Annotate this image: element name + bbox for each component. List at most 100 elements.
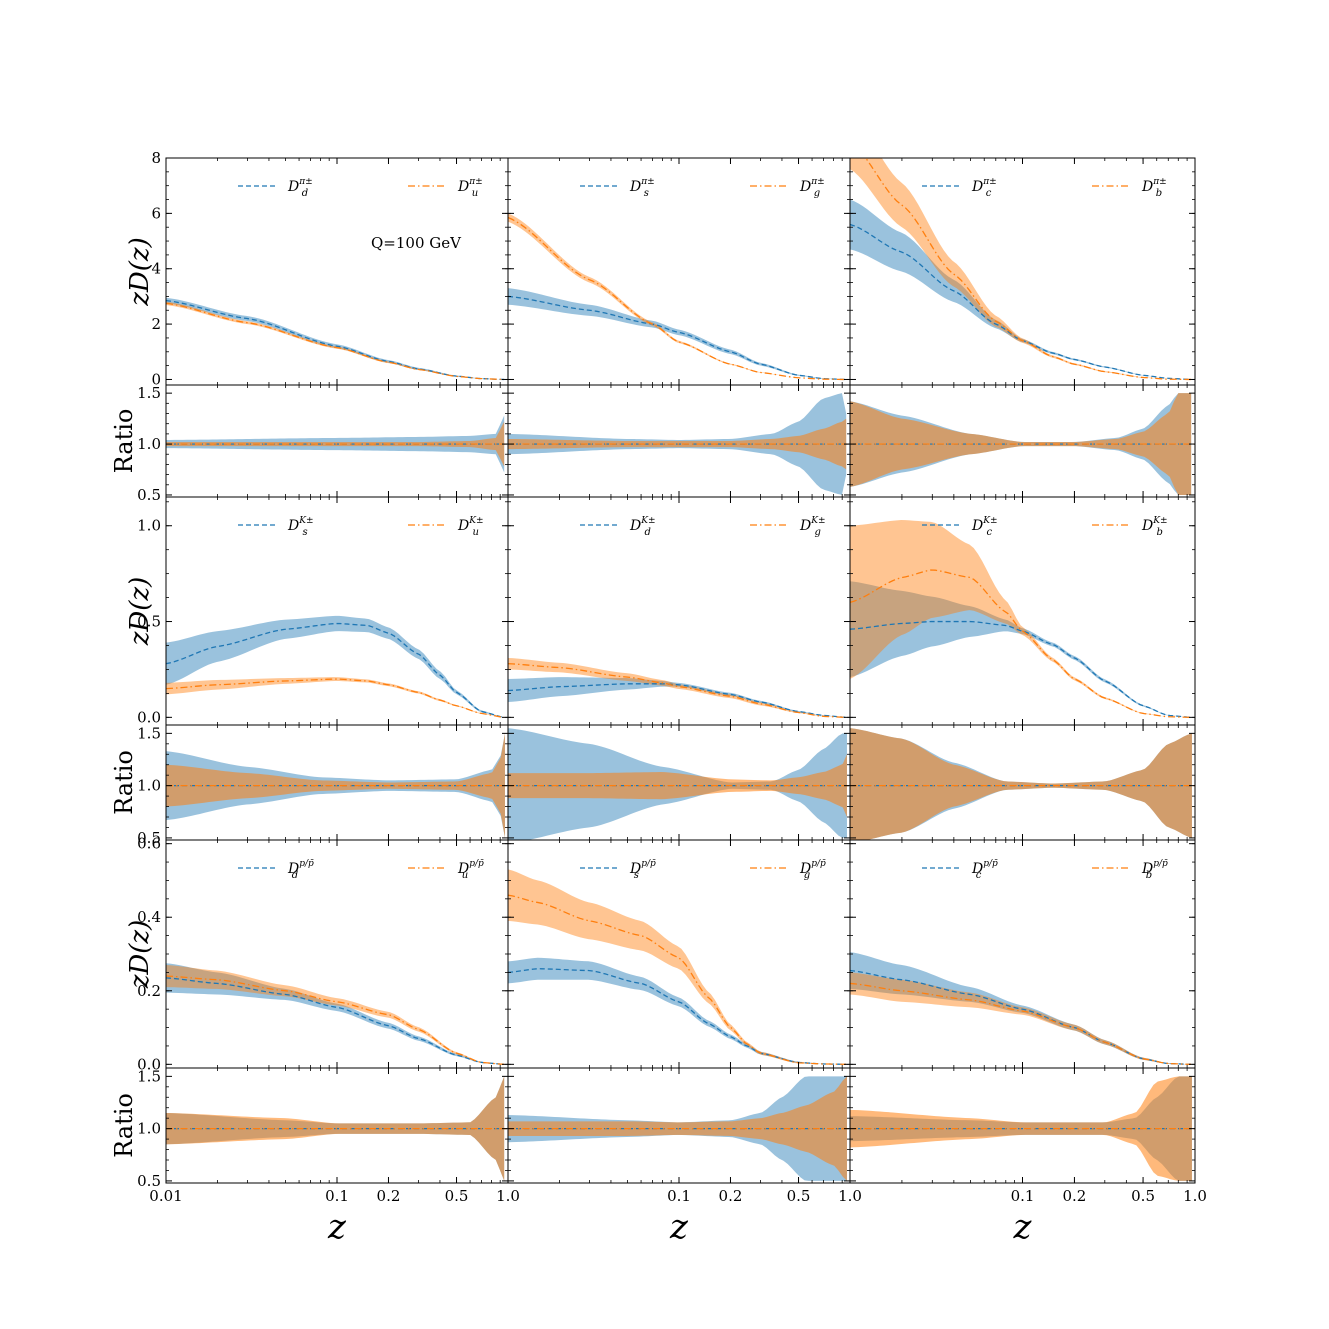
x-tick-label: 0.1 <box>667 1187 691 1205</box>
legend-entry: Dπ± d <box>287 177 313 199</box>
text-labels: 0 2 4 6 8 0.5 1.0 1.5 Dπ± d Dπ± u Q=100 GeV Dπ± s Dπ± g D… <box>110 149 1207 1247</box>
band-r0-c0-s0 <box>166 297 505 380</box>
y-tick-label: 6 <box>151 204 161 222</box>
x-tick-label: 0.5 <box>787 1187 811 1205</box>
ylabel-ratio: Ratio <box>110 409 138 474</box>
line-r0-c0-s1 <box>166 302 505 381</box>
x-tick-label: 0.01 <box>149 1187 182 1205</box>
legend-entry: Dp/p̄ c <box>971 859 998 881</box>
line-r0-c0-s0 <box>166 299 505 381</box>
legend-entry: DK± g <box>799 516 826 538</box>
y-tick-label: 0.0 <box>137 708 161 726</box>
band-r1-c0-s0 <box>166 615 505 718</box>
band-r0-c1-s0 <box>508 288 847 380</box>
line-r1-c1-s1 <box>508 663 847 718</box>
legend-entry: Dπ± g <box>799 177 825 199</box>
band-r2-c2-s0 <box>850 952 1192 1065</box>
ratio-tick-label: 1.5 <box>137 1067 161 1085</box>
line-r0-c2-s1 <box>864 158 1192 381</box>
x-tick-label: 0.1 <box>1011 1187 1035 1205</box>
ratio-tick-label: 1.0 <box>137 1120 161 1138</box>
band-r2-c1-s1 <box>508 869 847 1065</box>
ylabel-main: zD(z) <box>125 237 155 307</box>
legend-entry: DK± s <box>287 516 314 538</box>
band-r0-c2-s1 <box>850 158 1192 380</box>
line-r0-c1-s1 <box>508 216 847 381</box>
band-r2-c1-s0 <box>508 957 847 1065</box>
ratio-tick-label: 1.0 <box>137 435 161 453</box>
legend-entry: Dπ± b <box>1141 177 1167 199</box>
xlabel: z <box>1013 1207 1033 1247</box>
line-r1-c1-s0 <box>508 683 847 718</box>
y-tick-label: 0.4 <box>137 908 161 926</box>
band-r1-c1-s0 <box>508 677 847 718</box>
legend-entry: Dp/p̄ g <box>799 859 826 881</box>
x-tick-label: 0.2 <box>377 1187 401 1205</box>
xlabel: z <box>327 1207 347 1247</box>
x-tick-label: 0.5 <box>1131 1187 1155 1205</box>
line-r1-c0-s0 <box>166 622 505 718</box>
y-tick-label: 0.6 <box>137 835 161 853</box>
y-tick-label: 0.5 <box>137 613 161 631</box>
band-r0-c0-s1 <box>166 301 505 380</box>
x-tick-label: 1.0 <box>496 1187 520 1205</box>
band-r1-c0-s1 <box>166 677 505 718</box>
xlabel: z <box>669 1207 689 1247</box>
y-tick-label: 8 <box>151 149 161 167</box>
ylabel-ratio: Ratio <box>110 750 138 815</box>
line-r2-c0-s1 <box>166 975 505 1065</box>
frame-main-r2-c0 <box>165 839 509 1069</box>
band-r2-c2-s1 <box>850 972 1192 1065</box>
ratio-band-r1-c2-1 <box>850 728 1192 840</box>
frame-main-r0-c1 <box>507 157 851 386</box>
line-r2-c2-s1 <box>850 982 1192 1065</box>
frame-main-r0-c0 <box>165 157 509 386</box>
legend-entry: Dp/p̄ s <box>629 859 656 881</box>
legend-entry: Dπ± u <box>457 177 483 199</box>
ylabel-main: zD(z) <box>125 577 155 647</box>
y-tick-label: 4 <box>151 260 161 278</box>
central-lines <box>166 158 1195 1130</box>
x-tick-label: 0.1 <box>325 1187 349 1205</box>
y-tick-label: 0.0 <box>137 1055 161 1073</box>
q-annotation: Q=100 GeV <box>371 234 462 252</box>
x-tick-label: 0.2 <box>1062 1187 1086 1205</box>
ratio-tick-label: 1.5 <box>137 724 161 742</box>
line-r2-c0-s0 <box>166 977 505 1065</box>
legend-entry: Dp/p̄ u <box>457 859 484 881</box>
ylabel-ratio: Ratio <box>110 1093 138 1158</box>
x-tick-label: 1.0 <box>1183 1187 1207 1205</box>
panel-frames <box>165 157 1196 1184</box>
uncertainty-bands <box>166 158 1192 1181</box>
ratio-tick-label: 0.5 <box>137 486 161 504</box>
x-tick-label: 0.5 <box>445 1187 469 1205</box>
band-r1-c2-s1 <box>850 520 1192 718</box>
ratio-tick-label: 0.5 <box>137 829 161 847</box>
y-tick-label: 2 <box>151 315 161 333</box>
band-r1-c1-s1 <box>508 657 847 718</box>
line-r0-c2-s0 <box>850 223 1192 381</box>
line-r1-c2-s0 <box>850 620 1192 718</box>
ratio-tick-label: 1.0 <box>137 777 161 795</box>
legend-entry: Dp/p̄ d <box>287 859 314 881</box>
axis-ticks <box>165 157 1196 1183</box>
legend-entry: DK± b <box>1141 516 1168 538</box>
y-tick-label: 1.0 <box>137 517 161 535</box>
legend-entry: DK± u <box>457 516 484 538</box>
legend-entry: Dp/p̄ b <box>1141 859 1168 881</box>
ylabel-main: zD(z) <box>125 920 155 990</box>
line-r0-c1-s0 <box>508 295 847 381</box>
line-r1-c2-s1 <box>850 569 1192 718</box>
legend-entry: DK± c <box>971 516 998 538</box>
band-r2-c0-s1 <box>166 965 505 1065</box>
band-r1-c2-s0 <box>850 581 1192 718</box>
y-tick-label: 0 <box>151 370 161 388</box>
ratio-tick-label: 1.5 <box>137 384 161 402</box>
legend-entry: Dπ± s <box>629 177 655 199</box>
x-tick-label: 0.2 <box>719 1187 743 1205</box>
legend-entry: Dπ± c <box>971 177 997 199</box>
line-r2-c1-s0 <box>508 968 847 1065</box>
band-r0-c1-s1 <box>508 213 847 380</box>
y-tick-label: 0.2 <box>137 982 161 1000</box>
